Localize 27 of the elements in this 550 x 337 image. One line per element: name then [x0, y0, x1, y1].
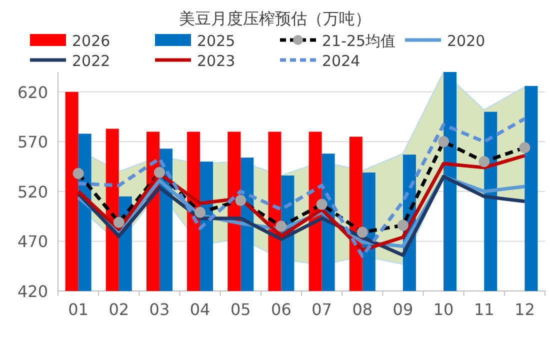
y-tick-label: 420: [17, 282, 48, 301]
x-tick-label: 02: [108, 300, 130, 319]
chart-title: 美豆月度压榨预估（万吨）: [179, 9, 371, 28]
x-tick-label: 11: [474, 300, 494, 319]
line-series: [76, 154, 526, 252]
legend-label: 2024: [322, 52, 360, 70]
x-tick-label: 01: [68, 300, 88, 319]
x-tick-label: 04: [190, 300, 210, 319]
x-tick-label: 09: [392, 300, 414, 319]
x-tick-label: 03: [149, 300, 170, 319]
legend-label: 2025: [197, 32, 236, 50]
legend-label: 2026: [72, 32, 110, 50]
x-tick-label: 10: [433, 300, 454, 319]
x-tick-label: 06: [271, 300, 292, 319]
x-tick-label: 08: [352, 300, 373, 319]
x-tick-label: 05: [230, 300, 251, 319]
line-series: [76, 117, 526, 258]
legend-label: 2022: [72, 52, 110, 70]
x-tick-label: 07: [312, 300, 332, 319]
y-tick-label: 470: [17, 232, 48, 252]
legend-label: 2020: [447, 32, 486, 50]
x-tick-label: 12: [514, 300, 535, 319]
y-tick-label: 570: [17, 132, 48, 152]
legend-label: 2023: [197, 52, 236, 70]
legend-label: 21-25均值: [322, 32, 396, 50]
y-tick-label: 520: [17, 182, 48, 202]
y-tick-label: 620: [17, 82, 48, 102]
